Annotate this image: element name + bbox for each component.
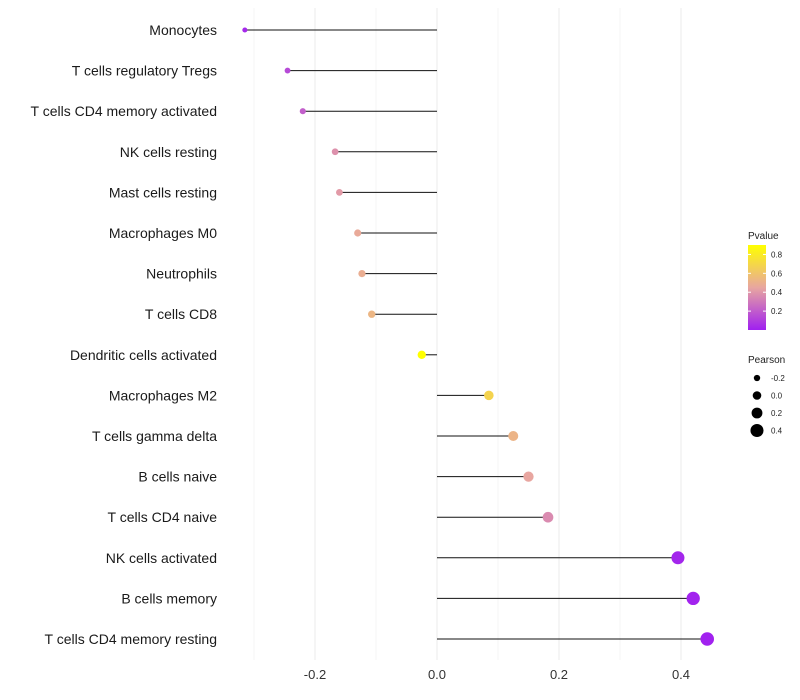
x-tick-label: 0.2 xyxy=(550,667,568,682)
data-point xyxy=(700,632,715,646)
data-point xyxy=(358,269,366,278)
pearson-key-label: 0.2 xyxy=(771,409,783,418)
category-label: T cells CD4 naive xyxy=(108,509,218,525)
category-label: Macrophages M2 xyxy=(109,387,217,403)
size-key-dot xyxy=(750,423,764,438)
data-point xyxy=(354,229,362,237)
size-key-dot xyxy=(753,374,761,382)
data-point xyxy=(542,511,554,523)
pvalue-colorbar xyxy=(748,245,766,330)
pearson-key-label: 0.0 xyxy=(771,392,783,401)
x-tick-label: 0.0 xyxy=(428,667,446,682)
pvalue-tick-label: 0.4 xyxy=(771,288,783,297)
data-point xyxy=(368,310,376,318)
data-point xyxy=(417,350,426,359)
lollipop-dots xyxy=(242,27,715,646)
pvalue-tick-label: 0.8 xyxy=(771,250,783,259)
data-point xyxy=(299,108,306,115)
data-point xyxy=(686,591,700,606)
pvalue-legend-title: Pvalue xyxy=(748,231,779,242)
pearson-key-label: -0.2 xyxy=(771,374,785,383)
category-label: Monocytes xyxy=(149,22,217,38)
data-point xyxy=(284,67,291,74)
category-label: Mast cells resting xyxy=(109,184,217,200)
data-point xyxy=(331,148,339,156)
x-axis-ticks: -0.2 0.0 0.2 0.4 xyxy=(304,667,690,682)
x-tick-label: -0.2 xyxy=(304,667,326,682)
pvalue-legend: Pvalue 0.8 0.6 0.4 0.2 xyxy=(748,231,783,330)
category-label: B cells memory xyxy=(121,590,217,606)
category-label: T cells CD4 memory activated xyxy=(31,103,217,119)
category-label: T cells gamma delta xyxy=(92,428,217,444)
grid-lines xyxy=(253,8,682,660)
pearson-legend-title: Pearson xyxy=(748,355,785,366)
category-label: Macrophages M0 xyxy=(109,225,217,241)
data-point xyxy=(523,471,534,482)
category-label: Neutrophils xyxy=(146,266,217,282)
category-label: B cells naive xyxy=(138,469,217,485)
data-point xyxy=(671,551,685,565)
category-label: Dendritic cells activated xyxy=(70,347,217,363)
category-label: T cells regulatory Tregs xyxy=(72,63,217,79)
size-key-dot xyxy=(752,391,762,400)
data-point xyxy=(335,188,343,196)
data-point xyxy=(484,390,494,401)
x-tick-label: 0.4 xyxy=(672,667,690,682)
size-key-dot xyxy=(751,407,763,419)
pvalue-tick-label: 0.6 xyxy=(771,269,783,278)
category-label: NK cells activated xyxy=(106,550,217,566)
data-point xyxy=(508,431,519,441)
lollipop-stems xyxy=(244,29,708,640)
category-label: T cells CD8 xyxy=(145,306,217,322)
pearson-legend: Pearson -0.2 0.0 0.2 0.4 xyxy=(748,355,785,438)
pvalue-tick-label: 0.2 xyxy=(771,307,783,316)
category-label: NK cells resting xyxy=(120,144,217,160)
pearson-key-label: 0.4 xyxy=(771,427,783,436)
data-point xyxy=(242,27,248,33)
category-label: T cells CD4 memory resting xyxy=(45,631,217,647)
category-labels: Monocytes T cells regulatory Tregs T cells… xyxy=(31,22,218,647)
